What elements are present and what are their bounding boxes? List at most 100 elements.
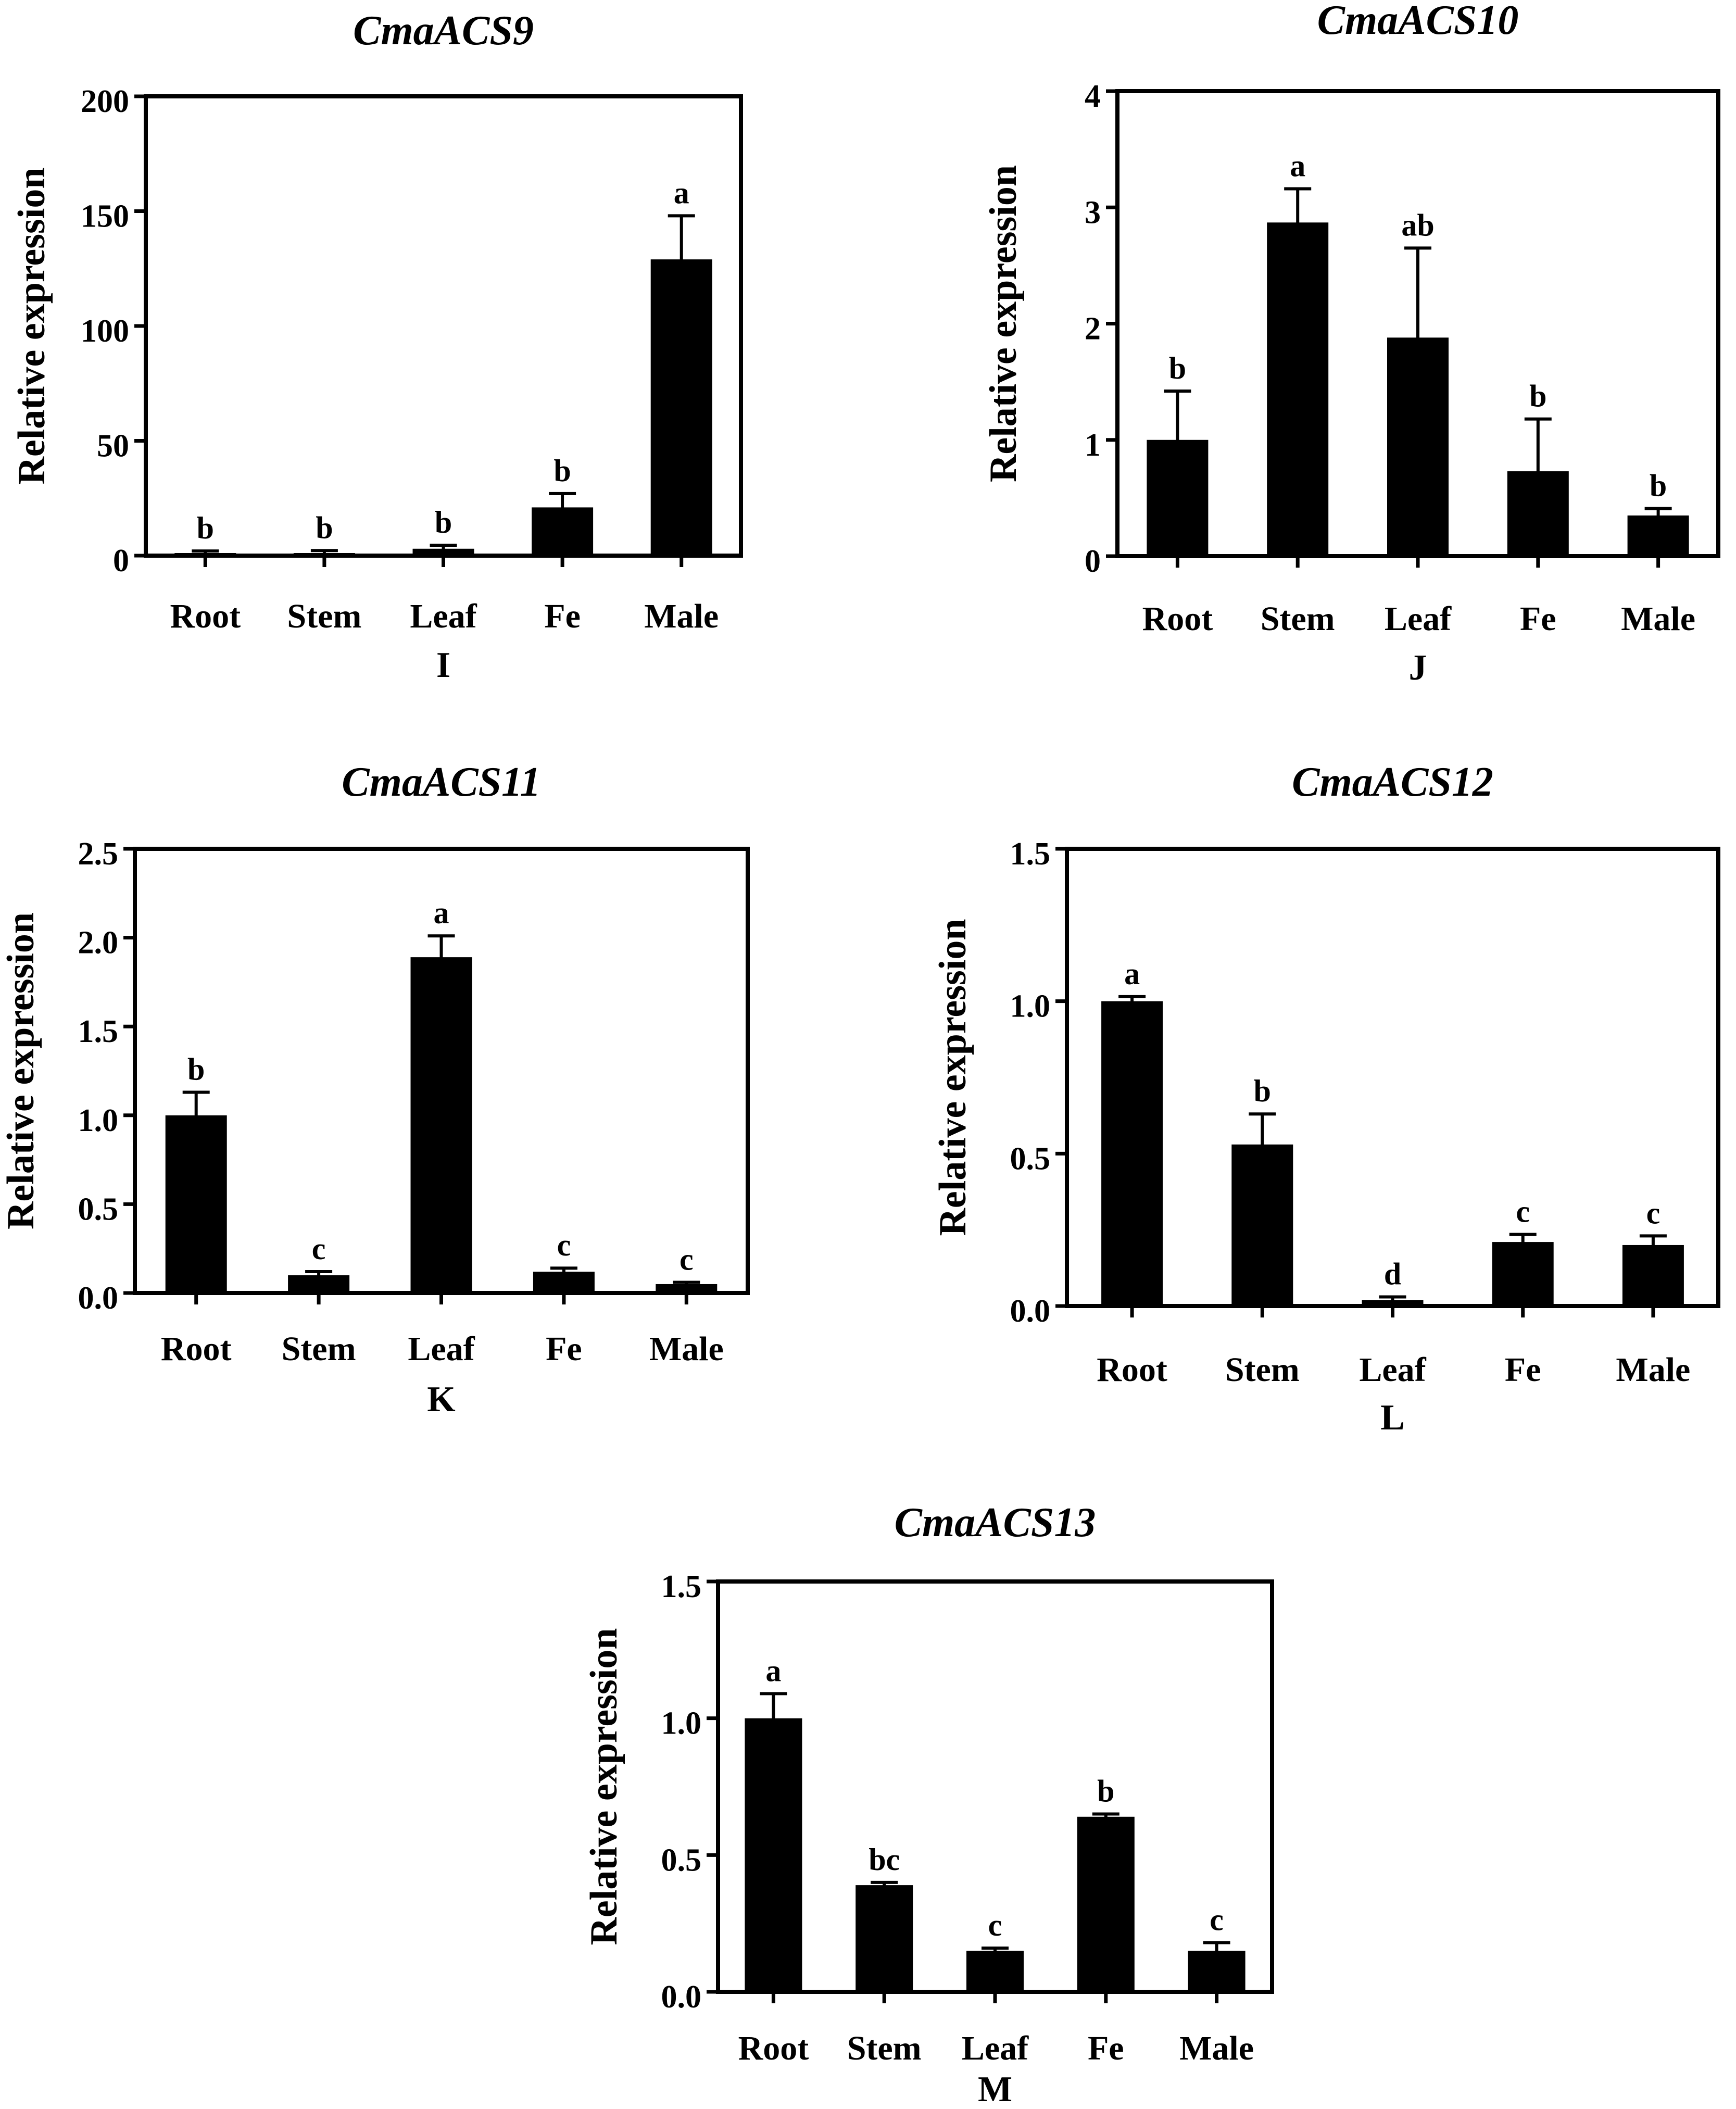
panel-label: M <box>978 2069 1012 2109</box>
y-tick-label: 150 <box>81 199 129 234</box>
bar-fe <box>1507 471 1569 556</box>
y-axis-label: Relative expression <box>982 165 1025 482</box>
plot-frame <box>716 1579 1274 1994</box>
y-tick-label: 0.0 <box>78 1281 119 1316</box>
x-tick-label: Leaf <box>1385 600 1452 638</box>
y-tick-label: 1.5 <box>1010 836 1051 872</box>
x-tick-label: Male <box>1179 2029 1254 2067</box>
panel-label: L <box>1380 1398 1405 1438</box>
x-tick-label: Root <box>738 2029 809 2067</box>
y-tick-label: 0.5 <box>661 1842 702 1878</box>
y-tick-label: 0.5 <box>78 1191 119 1227</box>
bar-fe <box>532 507 594 556</box>
chart-title: CmaACS12 <box>1292 759 1493 805</box>
x-tick-label: Stem <box>1261 600 1335 638</box>
y-axis-label: Relative expression <box>583 1628 625 1945</box>
significance-label: c <box>557 1228 571 1262</box>
x-tick-label: Fe <box>546 1330 582 1368</box>
x-tick-label: Leaf <box>1359 1351 1426 1389</box>
y-tick-label: 2.0 <box>78 925 119 961</box>
x-tick-label: Fe <box>544 597 581 635</box>
x-tick-label: Leaf <box>408 1330 475 1368</box>
bar-stem <box>1231 1144 1293 1306</box>
significance-label: b <box>187 1052 205 1086</box>
panel-label: J <box>1409 648 1427 688</box>
x-tick-label: Male <box>644 597 719 635</box>
significance-label: d <box>1384 1257 1401 1291</box>
y-tick-label: 4 <box>1085 79 1101 114</box>
x-tick-label: Male <box>1616 1351 1690 1389</box>
y-tick-label: 3 <box>1085 195 1101 230</box>
bar-male <box>1627 515 1689 556</box>
x-tick-label: Fe <box>1520 600 1556 638</box>
bar-male <box>1622 1245 1684 1306</box>
chart-panel-i: CmaACS9 Relative expression 0 50 100 150 200 b R… <box>10 8 743 685</box>
y-tick-label: 100 <box>81 313 129 349</box>
x-tick-label: Male <box>649 1330 724 1368</box>
significance-label: b <box>1097 1774 1114 1809</box>
y-axis-label: Relative expression <box>10 167 53 484</box>
significance-label: a <box>674 175 689 210</box>
y-tick-label: 0 <box>1085 544 1101 579</box>
significance-label: a <box>765 1653 781 1688</box>
bar-root <box>745 1718 802 1992</box>
y-tick-label: 0.0 <box>1010 1294 1051 1329</box>
significance-label: b <box>553 454 571 488</box>
y-tick-label: 2.5 <box>78 836 119 872</box>
bar-fe <box>1492 1242 1554 1306</box>
y-tick-label: 1.0 <box>78 1103 119 1138</box>
x-tick-label: Fe <box>1505 1351 1541 1389</box>
significance-label: a <box>1290 149 1305 183</box>
plot-frame <box>133 847 750 1295</box>
chart-panel-j: CmaACS10 Relative expression 0 1 2 3 4 b Root a St… <box>982 0 1720 688</box>
bar-stem <box>1267 222 1329 557</box>
chart-panel-k: CmaACS11 Relative expression 0.0 0.5 1.0 1.5 2… <box>0 759 750 1420</box>
significance-label: b <box>1169 351 1186 385</box>
bar-root <box>165 1115 227 1293</box>
y-axis-label: Relative expression <box>932 919 974 1236</box>
significance-label: a <box>434 896 449 930</box>
x-tick-label: Fe <box>1088 2029 1124 2067</box>
bar-fe <box>533 1272 595 1293</box>
x-tick-label: Stem <box>847 2029 922 2067</box>
y-tick-label: 50 <box>97 429 129 464</box>
y-tick-label: 2 <box>1085 311 1101 347</box>
significance-label: c <box>680 1242 694 1277</box>
chart-title: CmaACS10 <box>1317 0 1519 43</box>
x-tick-label: Stem <box>1225 1351 1300 1389</box>
significance-label: c <box>312 1232 326 1266</box>
y-tick-label: 0.0 <box>661 1979 702 2015</box>
bar-stem <box>288 1275 350 1293</box>
chart-title: CmaACS11 <box>342 759 540 805</box>
chart-panel-m: CmaACS13 Relative expression 0.0 0.5 1.0 1.5 a… <box>583 1500 1274 2109</box>
y-tick-label: 1.0 <box>1010 989 1051 1024</box>
significance-label: b <box>197 511 214 545</box>
y-tick-label: 0.5 <box>1010 1141 1051 1176</box>
bar-fe <box>1077 1816 1135 1992</box>
bar-leaf <box>1387 337 1449 556</box>
chart-title: CmaACS9 <box>353 8 534 54</box>
bar-leaf <box>966 1951 1024 1992</box>
plot-frame <box>1115 89 1720 558</box>
plot-frame <box>1065 847 1720 1308</box>
chart-panel-l: CmaACS12 Relative expression 0.0 0.5 1.0 1.5 a… <box>932 759 1720 1438</box>
bar-root <box>1147 440 1209 556</box>
y-tick-label: 200 <box>81 84 129 119</box>
significance-label: b <box>1650 468 1667 503</box>
significance-label: ab <box>1401 208 1434 242</box>
y-tick-label: 1.5 <box>78 1014 119 1049</box>
panel-label: K <box>427 1379 455 1420</box>
x-tick-label: Root <box>170 597 241 635</box>
y-tick-label: 1.5 <box>661 1569 702 1604</box>
bar-stem <box>856 1885 913 1992</box>
x-tick-label: Leaf <box>962 2029 1029 2067</box>
x-tick-label: Male <box>1621 600 1695 638</box>
bar-root <box>1101 1001 1163 1306</box>
significance-label: a <box>1124 957 1140 991</box>
bar-male <box>650 259 712 556</box>
y-tick-label: 1.0 <box>661 1706 702 1741</box>
x-tick-label: Root <box>1142 600 1213 638</box>
significance-label: b <box>1529 379 1546 413</box>
bar-leaf <box>1362 1300 1424 1306</box>
